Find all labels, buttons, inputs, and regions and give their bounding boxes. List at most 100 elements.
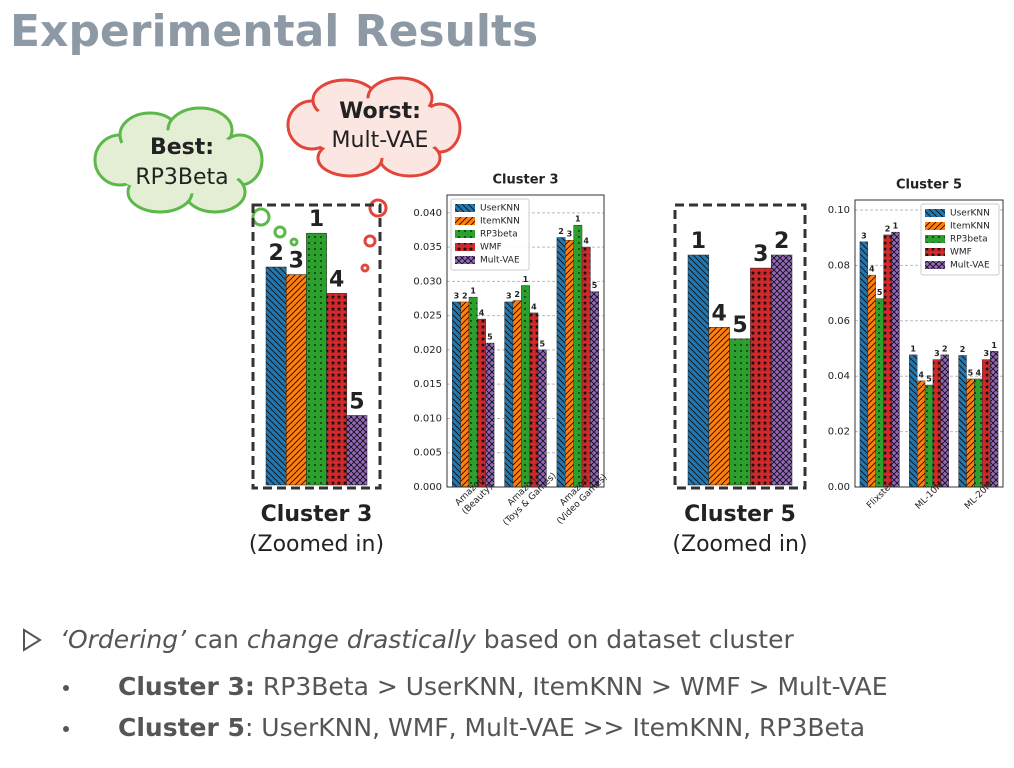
zoom-bar: [306, 232, 327, 486]
bar: [989, 351, 999, 488]
bar: [468, 296, 478, 488]
legend-swatch: [925, 209, 945, 217]
bar: [521, 285, 530, 488]
rank-label: 3: [454, 291, 460, 300]
rank-label: 3: [567, 230, 573, 239]
rank-label: 1: [991, 341, 997, 350]
y-tick-label: 0.030: [413, 276, 442, 287]
bar: [932, 359, 942, 488]
legend-label: RP3beta: [480, 230, 518, 240]
zoom-rank-label: 3: [289, 249, 304, 274]
thought-dots: [251, 198, 388, 273]
legend-label: RP3beta: [950, 235, 988, 245]
y-tick-label: 0.040: [413, 208, 442, 219]
bar: [883, 234, 892, 488]
zoom-frame: [251, 203, 382, 490]
rank-label: 2: [960, 345, 966, 354]
rank-label: 2: [462, 291, 468, 300]
sub-bullet-text: : UserKNN, WMF, Mult-VAE >> ItemKNN, RP3…: [245, 713, 865, 742]
y-tick-label: 0.000: [413, 482, 442, 493]
rank-label: 1: [910, 344, 916, 353]
bar: [974, 378, 983, 488]
rank-label: 5: [487, 333, 493, 342]
bar: [982, 359, 991, 488]
rank-label: 5: [592, 281, 598, 290]
zoom-rank-label: 4: [329, 267, 344, 292]
sub-bullet-label: Cluster 5: [118, 713, 245, 742]
sub-bullet-text: RP3Beta > UserKNN, ItemKNN > WMF > Mult-…: [255, 672, 888, 701]
worst-cloud: [286, 76, 462, 178]
zoom-rank-label: 5: [349, 389, 364, 414]
bullet-part: can: [186, 625, 247, 654]
legend-label: UserKNN: [950, 209, 990, 219]
bar: [529, 312, 539, 488]
y-tick-label: 0.00: [828, 482, 850, 493]
zoom-rank-label: 2: [268, 241, 283, 266]
legend-label: Mult-VAE: [480, 256, 520, 266]
zoom-bar: [346, 415, 368, 486]
bullet-part: change drastically: [247, 625, 477, 654]
bar: [565, 240, 574, 488]
legend-label: UserKNN: [480, 204, 520, 214]
rank-label: 3: [983, 349, 989, 358]
zoom-caption: (Zoomed in): [249, 532, 384, 557]
rank-label: 3: [861, 231, 867, 240]
rank-label: 3: [506, 291, 512, 300]
rank-label: 5: [877, 288, 883, 297]
bar: [916, 380, 926, 488]
bar: [504, 301, 514, 488]
bar: [924, 384, 934, 488]
zoom-rank-label: 1: [309, 207, 324, 232]
zoom-caption: (Zoomed in): [672, 532, 807, 557]
axes-frame: [854, 199, 1004, 488]
bar: [590, 291, 599, 488]
bar: [573, 224, 583, 488]
rank-label: 4: [869, 265, 875, 274]
y-tick-label: 0.06: [828, 316, 850, 327]
y-tick-label: 0.10: [828, 205, 850, 216]
zoom-frame: [673, 203, 807, 490]
legend-swatch: [925, 261, 945, 269]
y-tick-label: 0.010: [413, 413, 442, 424]
rank-label: 1: [470, 287, 476, 296]
bar: [452, 301, 461, 488]
bar: [859, 241, 869, 488]
rank-label: 4: [479, 309, 485, 318]
bar: [477, 318, 486, 488]
chart-title: Cluster 3: [492, 173, 558, 188]
bullet-part: based on dataset cluster: [476, 625, 795, 654]
bar: [537, 349, 547, 488]
sub-bullet-label: Cluster 3:: [118, 672, 255, 701]
legend-label: WMF: [950, 248, 972, 258]
bullet: ‘Ordering’ can change drastically based …: [60, 625, 794, 654]
rank-label: 5: [926, 375, 932, 384]
bar: [958, 355, 967, 488]
zoom-bar: [285, 274, 307, 486]
zoom-bar: [770, 254, 793, 486]
chart-title: Cluster 5: [896, 178, 962, 193]
callout-text: Best:: [150, 135, 214, 160]
y-tick-label: 0.08: [828, 260, 850, 271]
y-tick-label: 0.025: [413, 311, 442, 322]
zoom-caption: Cluster 5: [684, 502, 796, 527]
rank-label: 5: [539, 339, 545, 348]
zoom-bar: [729, 338, 751, 486]
rank-label: 2: [558, 227, 564, 236]
bar: [867, 274, 876, 488]
legend-box: [450, 198, 530, 271]
callout-text: Mult-VAE: [332, 128, 429, 153]
bar: [485, 342, 495, 488]
zoom-rank-label: 3: [753, 242, 768, 267]
rank-label: 1: [575, 215, 581, 224]
legend-swatch: [925, 235, 945, 243]
bullet-part: ‘Ordering’: [60, 625, 187, 654]
legend-label: WMF: [480, 243, 502, 253]
bar: [556, 237, 566, 488]
bullet-marker: [23, 628, 42, 652]
y-tick-label: 0.02: [828, 427, 850, 438]
rank-label: 2: [514, 290, 520, 299]
rank-label: 1: [893, 222, 899, 231]
bar: [460, 301, 470, 488]
legend-label: ItemKNN: [950, 222, 990, 232]
